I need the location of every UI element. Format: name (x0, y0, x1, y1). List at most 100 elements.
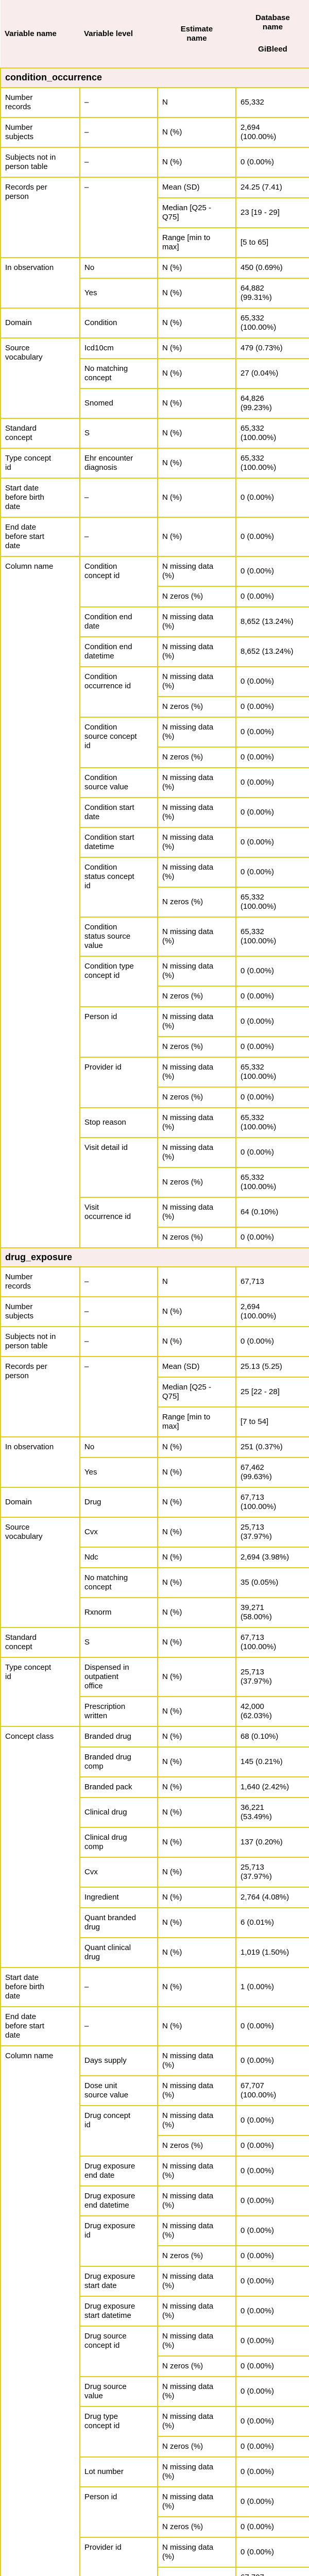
level-cell: – (79, 116, 158, 148)
table-row: Stop reason N missing data (%) 65,332 (100… (1, 1107, 309, 1138)
value-cell: 0 (0.00%) (235, 2436, 309, 2458)
value-cell: 0 (0.00%) (235, 2355, 309, 2378)
table-row: N zeros (%) 0 (0.00%) (1, 696, 309, 718)
level-cell: Drug source value (79, 2376, 158, 2408)
level-cell: S (79, 1627, 158, 1658)
estimate-cell: N missing data (%) (157, 796, 236, 828)
variable-cell: Number records (0, 87, 80, 118)
estimate-cell: N (%) (157, 1457, 236, 1488)
table-row: Start date before birth date – N (%) 0 (0.0… (0, 477, 309, 518)
value-cell: 2,694 (100.00%) (235, 1296, 309, 1328)
value-cell: 0 (0.00%) (235, 1326, 309, 1358)
level-cell: – (79, 1326, 158, 1358)
estimate-cell: N zeros (%) (157, 1086, 236, 1108)
variable-cell: Number subjects (0, 116, 80, 148)
table-row: Condition start datetime N missing data (… (1, 826, 309, 858)
value-cell: 0 (0.00%) (235, 2006, 309, 2047)
level-cell: Person id (79, 2486, 158, 2538)
variable-cell: Subjects not in person table (0, 146, 80, 178)
value-cell: 0 (0.00%) (235, 746, 309, 768)
value-cell: 64,826 (99.23%) (235, 387, 309, 419)
value-cell: 25.13 (5.25) (235, 1356, 309, 1378)
estimate-cell: N (%) (157, 1436, 236, 1459)
estimate-cell: N zeros (%) (157, 2135, 236, 2157)
col-header-gibleed: GiBleed (258, 45, 287, 54)
table-row: Range [min to max] [7 to 54] (1, 1406, 309, 1438)
table-row: Number records – N 65,332 (0, 87, 309, 118)
value-cell: 0 (0.00%) (235, 2326, 309, 2357)
variable-cell: Standard concept (0, 417, 80, 449)
estimate-cell: N (%) (157, 358, 236, 389)
table-row: Drug exposure start datetime N missing da… (1, 2296, 309, 2327)
estimate-cell: N (%) (157, 1967, 236, 2008)
table-row: Person id N missing data (%) 0 (0.00%) (1, 1006, 309, 1058)
value-cell: 0 (0.00%) (235, 2266, 309, 2297)
table-row: Drug source value N missing data (%) 0 (0.… (1, 2376, 309, 2408)
estimate-cell: N (%) (157, 1776, 236, 1799)
value-cell: 0 (0.00%) (235, 767, 309, 798)
estimate-cell: N missing data (%) (157, 1006, 236, 1037)
estimate-cell: N missing data (%) (157, 2156, 236, 2187)
section-title: drug_exposure (0, 1247, 309, 1268)
value-cell: 25,713 (37.97%) (235, 1657, 309, 1698)
estimate-cell: N (%) (157, 1696, 236, 1727)
variable-cell: Domain (0, 1487, 80, 1518)
level-cell: No matching concept (79, 358, 158, 389)
col-header-estimate-name: Estimate name (158, 0, 236, 68)
estimate-cell: N (%) (157, 307, 236, 338)
level-cell: Branded drug (79, 1726, 158, 1748)
value-cell: 6 (0.01%) (235, 1907, 309, 1939)
table-row: Condition status concept id N missing dat… (1, 856, 309, 918)
value-cell: 39,271 (58.00%) (235, 1597, 309, 1629)
table-row: Branded drug comp N (%) 145 (0.21%) (1, 1747, 309, 1778)
estimate-cell: N missing data (%) (157, 2215, 236, 2247)
value-cell: 137 (0.20%) (235, 1827, 309, 1858)
level-cell: – (79, 2006, 158, 2047)
level-cell: – (79, 1266, 158, 1298)
estimate-cell: N (%) (157, 1517, 236, 1548)
level-cell: Dispensed in outpatient office (79, 1657, 158, 1698)
value-cell: 0 (0.00%) (235, 826, 309, 858)
estimate-cell: N missing data (%) (157, 767, 236, 798)
estimate-cell: N (%) (157, 116, 236, 148)
value-cell: 0 (0.00%) (235, 2135, 309, 2157)
section-title: condition_occurrence (0, 67, 309, 88)
estimate-cell: N zeros (%) (157, 585, 236, 607)
level-cell: Condition source concept id (79, 716, 158, 768)
estimate-cell: N missing data (%) (157, 2105, 236, 2137)
estimate-cell: N (%) (157, 2006, 236, 2047)
value-cell: 0 (0.00%) (235, 2537, 309, 2568)
level-cell: Drug exposure end datetime (79, 2185, 158, 2217)
table-row: N zeros (%) 0 (0.00%) (1, 2516, 309, 2538)
estimate-cell: N missing data (%) (157, 955, 236, 987)
table-row: Visit occurrence id N missing data (%) 64 … (1, 1196, 309, 1248)
table-row: Column name Condition concept id N missing… (0, 555, 309, 1248)
section-header-row: drug_exposure (0, 1247, 309, 1268)
estimate-cell: N (%) (157, 477, 236, 518)
table-row: Prescription written N (%) 42,000 (62.03%) (1, 1696, 309, 1727)
value-cell: 67,713 (100.00%) (235, 1487, 309, 1518)
estimate-cell: N (%) (157, 447, 236, 479)
table-row: Yes N (%) 67,462 (99.63%) (1, 1457, 309, 1488)
level-cell: Condition end date (79, 606, 158, 637)
value-cell: 27 (0.04%) (235, 358, 309, 389)
table-row: N zeros (%) 0 (0.00%) (1, 2245, 309, 2267)
table-row: No matching concept N (%) 27 (0.04%) (1, 358, 309, 389)
table-row: N zeros (%) 0 (0.00%) (1, 2135, 309, 2157)
estimate-cell: N zeros (%) (157, 2516, 236, 2538)
value-cell: 0 (0.00%) (235, 856, 309, 888)
estimate-cell: N missing data (%) (157, 1137, 236, 1168)
table-row: Standard concept S N (%) 67,713 (100.00%) (0, 1627, 309, 1658)
estimate-cell: Range [min to max] (157, 227, 236, 258)
table-row: Number subjects – N (%) 2,694 (100.00%) (0, 1296, 309, 1328)
table-row: Quant branded drug N (%) 6 (0.01%) (1, 1907, 309, 1939)
table-row: Provider id N missing data (%) 65,332 (100… (1, 1056, 309, 1108)
value-cell: 0 (0.00%) (235, 2156, 309, 2187)
value-cell: 65,332 (100.00%) (235, 307, 309, 338)
level-cell: Ndc (79, 1547, 158, 1569)
estimate-cell: N missing data (%) (157, 856, 236, 888)
level-cell: Branded pack (79, 1776, 158, 1799)
value-cell: 0 (0.00%) (235, 955, 309, 987)
value-cell: 0 (0.00%) (235, 1226, 309, 1248)
table-row: N zeros (%) 65,332 (100.00%) (1, 886, 309, 918)
